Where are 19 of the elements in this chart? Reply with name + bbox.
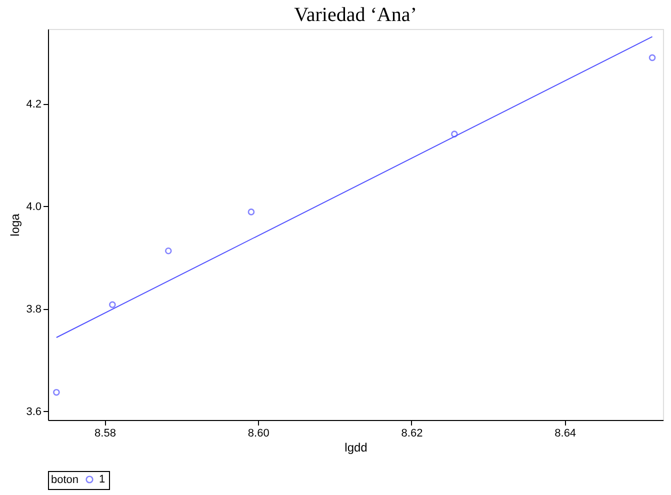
point — [53, 388, 60, 396]
point — [165, 248, 172, 254]
x-axis-title: lgdd — [344, 440, 368, 454]
x-tick-label: 8.58 — [94, 428, 116, 440]
legend-label: 1 — [99, 474, 106, 486]
x-tick-label: 8.60 — [248, 428, 270, 440]
chart-title: Variedad ‘Ana’ — [294, 4, 417, 26]
point — [248, 208, 255, 216]
x-tick-label: 8.62 — [401, 428, 423, 440]
legend-title: boton — [51, 474, 79, 486]
x-tick-label: 8.64 — [554, 428, 576, 440]
y-tick-label: 4.0 — [26, 200, 42, 213]
y-tick-label: 3.8 — [26, 303, 42, 316]
y-tick-label: 4.2 — [26, 98, 42, 110]
point — [648, 54, 656, 62]
y-tick-label: 3.6 — [26, 406, 42, 418]
y-axis-title: loga — [8, 213, 22, 236]
point — [109, 301, 116, 308]
point — [451, 130, 458, 138]
